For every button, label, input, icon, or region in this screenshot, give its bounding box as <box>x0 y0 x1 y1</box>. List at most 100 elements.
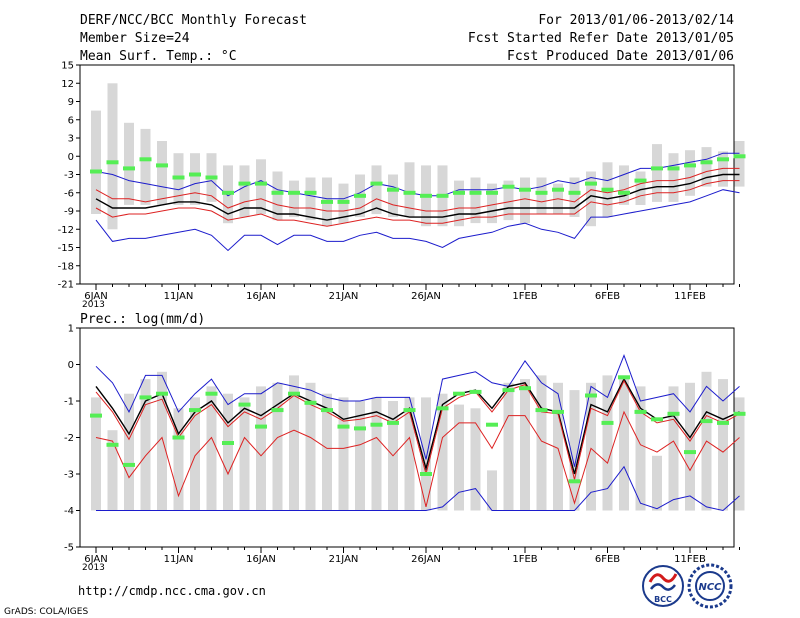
temp-green-marker-25 <box>502 184 515 189</box>
temp-bar-36 <box>685 150 695 196</box>
prec-bar-6 <box>190 397 200 511</box>
temp-green-marker-23 <box>469 190 482 195</box>
prec-green-marker-26 <box>519 386 531 391</box>
temp-green-marker-8 <box>222 190 234 195</box>
prec-bar-11 <box>272 382 283 511</box>
temp-green-marker-0 <box>90 169 102 174</box>
prec-green-marker-36 <box>684 450 696 455</box>
prec-bar-4 <box>157 371 167 511</box>
prec-green-marker-35 <box>667 411 680 416</box>
prec-bar-21 <box>437 393 448 511</box>
prec-green-marker-23 <box>469 389 482 394</box>
prec-bar-2 <box>124 393 134 511</box>
temperature-x-axis: 6JAN 11JAN 16JAN 21JAN 26JAN 1FEB 6FEB 11FEB <box>84 284 740 302</box>
temp-bar-2 <box>124 122 134 205</box>
temperature-green-markers <box>90 154 746 204</box>
temp-line-blue-upper <box>95 152 740 200</box>
prec-green-marker-1 <box>106 442 119 447</box>
temp-bar-17 <box>371 165 382 215</box>
temp-bar-1 <box>107 83 118 230</box>
prec-bar-33 <box>635 386 646 511</box>
prec-ytick-label-6: -5 <box>64 543 74 554</box>
prec-bar-30 <box>586 382 596 511</box>
temp-bar-3 <box>140 128 151 205</box>
temp-line-blue-lower <box>95 189 740 252</box>
prec-bar-15 <box>338 397 349 511</box>
prec-bar-36 <box>685 382 695 511</box>
prec-green-marker-2 <box>123 462 135 467</box>
prec-bar-38 <box>718 379 728 511</box>
prec-bar-39 <box>734 397 745 511</box>
temp-ytick-label-4: 3 <box>68 134 74 145</box>
temp-bar-13 <box>305 177 316 221</box>
temp-green-marker-14 <box>321 199 333 204</box>
prec-bar-27 <box>536 375 547 511</box>
prec-bar-10 <box>256 386 266 511</box>
temp-green-marker-31 <box>601 187 614 192</box>
ncc-logo: NCC <box>687 563 733 609</box>
temp-ytick-label-8: -9 <box>64 207 74 218</box>
temp-ytick-label-1: 12 <box>61 79 74 90</box>
prec-green-marker-39 <box>733 411 746 416</box>
temp-ytick-label-2: 9 <box>68 97 74 108</box>
prec-green-marker-15 <box>337 424 350 429</box>
temp-bar-22 <box>454 180 464 227</box>
temp-xtick-label-7: 11FEB <box>674 291 706 302</box>
prec-green-marker-14 <box>321 408 333 413</box>
temp-green-marker-29 <box>568 190 581 195</box>
footer-credit: GrADS: COLA/IGES <box>4 607 88 617</box>
prec-bar-7 <box>206 386 217 511</box>
temp-green-marker-2 <box>123 166 135 171</box>
temp-xtick-label-1: 11JAN <box>164 291 194 302</box>
header-forecast-range: For 2013/01/06-2013/02/14 <box>538 13 734 28</box>
temperature-year-label: 2013 <box>82 300 105 310</box>
prec-green-marker-10 <box>255 424 267 429</box>
prec-green-marker-4 <box>156 391 168 396</box>
temp-ytick-label-12: -21 <box>58 280 74 291</box>
prec-bar-17 <box>371 397 382 511</box>
temp-green-marker-21 <box>436 193 449 198</box>
temperature-panel: 15 12 9 6 3 0 -3 -6 -9 -12 -15 -18 -21 6JAN 11JAN 16JA… <box>58 61 746 310</box>
temp-xtick-label-5: 1FEB <box>512 291 537 302</box>
prec-green-marker-31 <box>601 420 614 425</box>
temp-green-marker-13 <box>304 190 317 195</box>
prec-bar-29 <box>569 390 580 511</box>
header-started-date: Fcst Started Refer Date 2013/01/05 <box>468 31 734 46</box>
prec-bar-32 <box>619 375 629 511</box>
temp-green-marker-20 <box>420 193 432 198</box>
header-member-size: Member Size=24 <box>80 31 190 46</box>
prec-green-marker-5 <box>172 435 185 440</box>
prec-green-marker-9 <box>238 402 251 407</box>
prec-green-marker-38 <box>717 420 729 425</box>
prec-green-marker-7 <box>205 391 218 396</box>
temp-green-marker-17 <box>370 181 383 186</box>
prec-bar-31 <box>602 375 613 511</box>
prec-green-marker-13 <box>304 400 317 405</box>
prec-green-marker-27 <box>535 408 548 413</box>
prec-line-red-upper <box>95 379 740 480</box>
prec-bar-5 <box>173 408 184 511</box>
temp-green-marker-22 <box>453 190 465 195</box>
prec-xtick-label-7: 11FEB <box>674 554 706 565</box>
prec-green-marker-17 <box>370 422 383 427</box>
temp-ytick-label-5: 0 <box>68 152 74 163</box>
temperature-y-axis: 15 12 9 6 3 0 -3 -6 -9 -12 -15 -18 -21 <box>58 61 80 291</box>
temp-green-marker-37 <box>700 160 713 165</box>
prec-bar-26 <box>520 379 530 511</box>
prec-xtick-label-1: 11JAN <box>164 554 194 565</box>
temp-green-marker-38 <box>717 157 729 162</box>
prec-green-marker-6 <box>189 408 201 413</box>
prec-xtick-label-2: 16JAN <box>246 554 276 565</box>
prec-green-marker-20 <box>420 472 432 476</box>
precipitation-y-axis: 1 0 -1 -2 -3 -4 -5 <box>64 324 80 554</box>
prec-line-red-lower <box>95 410 740 508</box>
prec-green-marker-33 <box>634 409 647 414</box>
temp-green-marker-9 <box>238 181 251 186</box>
prec-bar-14 <box>322 393 332 511</box>
prec-green-marker-0 <box>90 413 102 418</box>
temp-green-marker-5 <box>172 175 185 180</box>
temp-green-marker-12 <box>288 190 300 195</box>
precipitation-green-markers <box>90 375 746 484</box>
prec-green-marker-8 <box>222 441 234 445</box>
